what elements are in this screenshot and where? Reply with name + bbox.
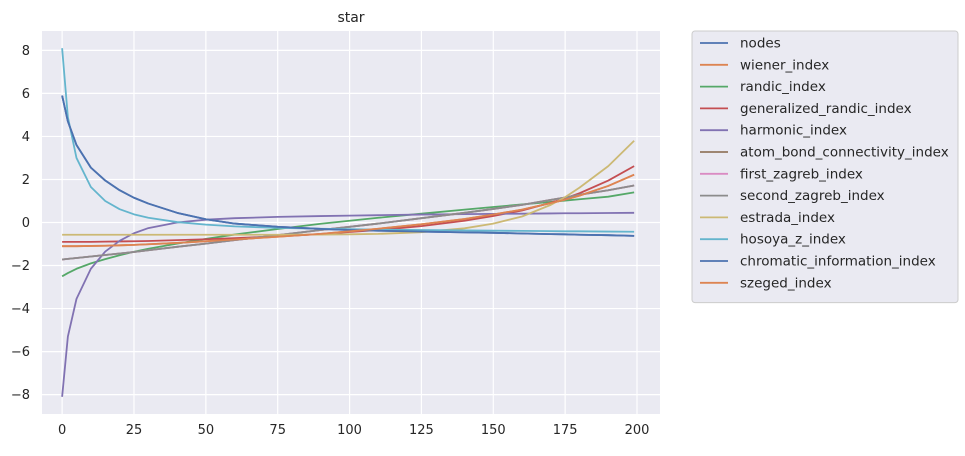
legend: nodes wiener_index randic_index generalized… bbox=[691, 30, 959, 304]
legend-label: hosoya_z_index bbox=[740, 232, 846, 248]
series-line-szeged-index bbox=[62, 173, 635, 248]
legend-label: nodes bbox=[740, 36, 781, 52]
y-tick-label: 8 bbox=[22, 44, 30, 59]
x-tick-label: 175 bbox=[553, 423, 578, 438]
x-tick-label: 75 bbox=[269, 423, 286, 438]
x-tick-label: 100 bbox=[337, 423, 362, 438]
series-line-second-zagreb-index bbox=[62, 184, 635, 261]
y-tick-label: −2 bbox=[11, 259, 30, 274]
y-tick-label: −6 bbox=[11, 345, 30, 360]
x-tick-label: 150 bbox=[481, 423, 506, 438]
y-tick-label: −4 bbox=[11, 302, 30, 317]
legend-label: first_zagreb_index bbox=[740, 166, 863, 182]
y-tick-label: 4 bbox=[22, 130, 30, 145]
y-tick-label: 6 bbox=[22, 87, 30, 102]
x-tick-label: 0 bbox=[58, 423, 66, 438]
legend-label: atom_bond_connectivity_index bbox=[740, 145, 949, 161]
legend-label: chromatic_information_index bbox=[740, 254, 936, 270]
x-tick-label: 200 bbox=[625, 423, 650, 438]
legend-box bbox=[691, 30, 959, 304]
y-tick-label: 2 bbox=[22, 173, 30, 188]
grid-lines bbox=[42, 31, 660, 414]
legend-label: second_zagreb_index bbox=[740, 188, 885, 204]
legend-label: wiener_index bbox=[740, 57, 829, 73]
x-tick-label: 125 bbox=[409, 423, 434, 438]
legend-label: estrada_index bbox=[740, 210, 835, 226]
y-tick-label: 0 bbox=[22, 216, 30, 231]
legend-label: randic_index bbox=[740, 79, 826, 95]
chart-title: star bbox=[337, 10, 364, 26]
x-tick-label: 50 bbox=[198, 423, 215, 438]
y-tick-label: −8 bbox=[11, 388, 30, 403]
legend-label: harmonic_index bbox=[740, 123, 847, 139]
tick-labels: 0 25 50 75 100 125 150 175 200 −8 −6 −4 −2 0 2 4 6 8 bbox=[11, 44, 650, 438]
series-line-chromatic-information-index bbox=[61, 95, 635, 237]
series-lines bbox=[61, 48, 635, 397]
x-tick-label: 25 bbox=[126, 423, 143, 438]
legend-label: generalized_randic_index bbox=[740, 101, 912, 117]
legend-label: szeged_index bbox=[740, 275, 832, 291]
